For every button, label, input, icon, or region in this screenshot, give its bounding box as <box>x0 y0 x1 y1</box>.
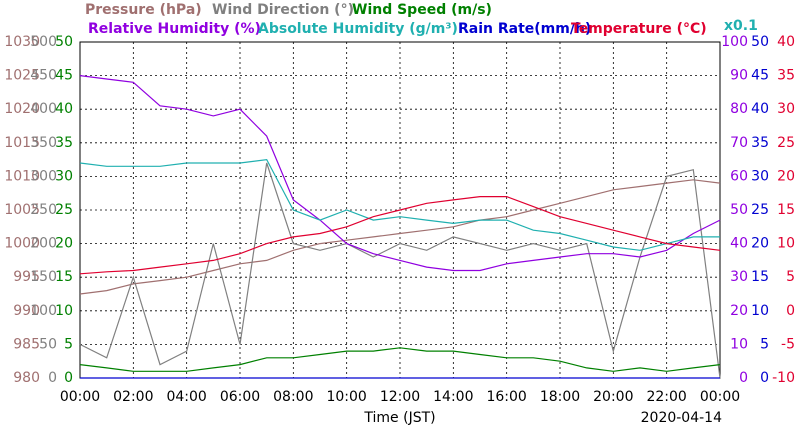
y-tick-label: 15 <box>751 269 769 285</box>
y-tick-label: 985 <box>13 336 40 352</box>
x-tick-label: 12:00 <box>380 389 420 405</box>
data-line <box>79 347 721 372</box>
legend-label: Relative Humidity (%) <box>88 21 261 37</box>
legend-label: Pressure (hPa) <box>85 2 202 18</box>
y-tick-label: 400 <box>30 101 57 117</box>
y-tick-label: 15 <box>55 269 73 285</box>
y-tick-label: 100 <box>721 34 748 50</box>
y-tick-label: 40 <box>751 101 769 117</box>
y-tick-label: 20 <box>55 236 73 252</box>
y-tick-label: 20 <box>730 303 748 319</box>
legend-label: Wind Speed (m/s) <box>352 2 492 18</box>
y-tick-label: 30 <box>55 168 73 184</box>
y-tick-label: 25 <box>777 135 795 151</box>
x-tick-label: 10:00 <box>326 389 366 405</box>
y-tick-label: 350 <box>30 135 57 151</box>
y-tick-label: 90 <box>730 68 748 84</box>
y-tick-label: 1020 <box>4 101 40 117</box>
y-tick-label: 10 <box>730 336 748 352</box>
x-tick-label: 00:00 <box>60 389 100 405</box>
x-axis-label: Time (JST) <box>363 410 435 426</box>
y-tick-label: 50 <box>730 202 748 218</box>
x-tick-label: 14:00 <box>433 389 473 405</box>
y-tick-label: 35 <box>55 135 73 151</box>
y-tick-label: 20 <box>777 168 795 184</box>
data-line <box>79 162 721 379</box>
x-tick-label: 00:00 <box>700 389 740 405</box>
x-tick-label: 16:00 <box>486 389 526 405</box>
y-tick-label: 1025 <box>4 68 40 84</box>
y-tick-label: 45 <box>55 68 73 84</box>
y-tick-label: 1005 <box>4 202 40 218</box>
y-tick-label: 1015 <box>4 135 40 151</box>
y-tick-label: 100 <box>30 303 57 319</box>
y-tick-label: 0 <box>786 303 795 319</box>
legend-label: Wind Direction (°) <box>212 2 354 18</box>
legend-label: Absolute Humidity (g/m³) <box>258 21 458 37</box>
y-tick-label: 25 <box>55 202 73 218</box>
y-tick-label: 30 <box>751 168 769 184</box>
x-tick-label: 18:00 <box>540 389 580 405</box>
y-tick-label: 995 <box>13 269 40 285</box>
date-label: 2020-04-14 <box>641 410 722 426</box>
y-tick-label: 30 <box>730 269 748 285</box>
y-tick-label: 25 <box>751 202 769 218</box>
y-tick-label: 10 <box>751 303 769 319</box>
y-tick-label: 150 <box>30 269 57 285</box>
data-line <box>79 179 721 295</box>
y-tick-label: 50 <box>751 34 769 50</box>
y-tick-label: 10 <box>777 236 795 252</box>
y-tick-label: 35 <box>777 68 795 84</box>
y-tick-label: 40 <box>730 236 748 252</box>
y-tick-label: 50 <box>55 34 73 50</box>
x-tick-label: 22:00 <box>646 389 686 405</box>
data-line <box>79 158 720 251</box>
y-tick-label: 500 <box>30 34 57 50</box>
y-tick-label: 70 <box>730 135 748 151</box>
y-tick-label: 5 <box>64 336 73 352</box>
y-tick-label: 990 <box>13 303 40 319</box>
legend-label: Rain Rate(mm/h) <box>458 21 591 37</box>
x-tick-label: 02:00 <box>113 389 153 405</box>
y-tick-label: 10 <box>55 303 73 319</box>
y-tick-label: 980 <box>13 370 40 386</box>
y-tick-label: 1030 <box>4 34 40 50</box>
scale-note: x0.1 <box>724 18 758 34</box>
y-tick-label: -5 <box>781 336 795 352</box>
legend-label: Temperature (°C) <box>571 21 707 37</box>
y-tick-label: 40 <box>55 101 73 117</box>
y-tick-label: 20 <box>751 236 769 252</box>
y-tick-label: 0 <box>48 370 57 386</box>
y-tick-label: 30 <box>777 101 795 117</box>
data-line <box>79 75 721 272</box>
y-tick-label: 0 <box>64 370 73 386</box>
x-tick-label: 20:00 <box>593 389 633 405</box>
y-tick-label: 50 <box>39 336 57 352</box>
x-tick-label: 06:00 <box>220 389 260 405</box>
y-tick-label: 1000 <box>4 236 40 252</box>
y-tick-label: 300 <box>30 168 57 184</box>
y-tick-label: -10 <box>772 370 795 386</box>
y-tick-label: 45 <box>751 68 769 84</box>
y-tick-label: 35 <box>751 135 769 151</box>
y-tick-label: 5 <box>786 269 795 285</box>
y-tick-label: 40 <box>777 34 795 50</box>
x-tick-label: 08:00 <box>273 389 313 405</box>
y-tick-label: 15 <box>777 202 795 218</box>
y-tick-label: 200 <box>30 236 57 252</box>
y-tick-label: 450 <box>30 68 57 84</box>
y-tick-label: 60 <box>730 168 748 184</box>
y-tick-label: 1010 <box>4 168 40 184</box>
y-tick-label: 250 <box>30 202 57 218</box>
x-tick-label: 04:00 <box>166 389 206 405</box>
y-tick-label: 0 <box>760 370 769 386</box>
y-tick-label: 0 <box>739 370 748 386</box>
y-tick-label: 80 <box>730 101 748 117</box>
data-line <box>79 196 721 275</box>
y-tick-label: 5 <box>760 336 769 352</box>
